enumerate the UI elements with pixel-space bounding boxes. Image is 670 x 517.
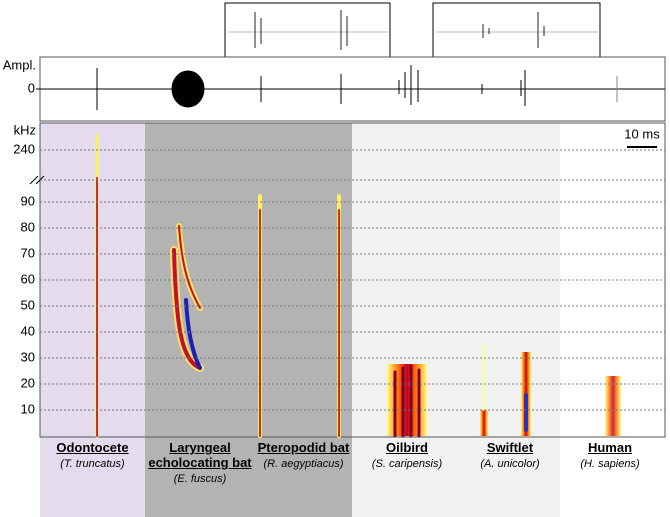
amplitude-label: Ampl. xyxy=(3,57,36,72)
spectrogram xyxy=(95,133,621,438)
y-tick-label: 70 xyxy=(21,245,35,260)
waveform xyxy=(40,65,665,110)
label-5: Human (H. sapiens) xyxy=(565,440,655,472)
y-tick-label: 90 xyxy=(21,193,35,208)
y-tick-label: 30 xyxy=(21,349,35,364)
y-tick-label: 240 xyxy=(13,141,35,156)
y-tick-label: 50 xyxy=(21,297,35,312)
label-0: Odontocete (T. truncatus) xyxy=(40,440,145,472)
species-name: Oilbird xyxy=(386,440,428,455)
scale-bar-label: 10 ms xyxy=(624,126,660,141)
scientific-name: (A. unicolor) xyxy=(480,458,540,470)
y-axis-label: kHz xyxy=(14,122,36,137)
y-tick-label: 60 xyxy=(21,271,35,286)
y-tick-label: 20 xyxy=(21,375,35,390)
scientific-name: (H. sapiens) xyxy=(580,458,640,470)
species-name: Odontocete xyxy=(56,440,129,455)
species-name: Human xyxy=(587,440,633,455)
backgrounds xyxy=(40,123,560,517)
label-3: Oilbird (S. caripensis) xyxy=(362,440,452,472)
label-4: Swiftlet (A. unicolor) xyxy=(460,440,560,472)
species-name: Pteropodid bat xyxy=(257,440,350,455)
label-1: Laryngeal echolocating bat (E. fuscus) xyxy=(145,440,255,487)
scientific-name: (R. aegyptiacus) xyxy=(263,458,344,470)
species-name: Swiftlet xyxy=(486,440,534,455)
species-name: Laryngeal echolocating bat xyxy=(148,440,252,470)
y-tick-label: 10 xyxy=(21,401,35,416)
label-2: Pteropodid bat (R. aegyptiacus) xyxy=(255,440,352,472)
scientific-name: (S. caripensis) xyxy=(371,458,443,470)
scientific-name: (E. fuscus) xyxy=(173,473,227,485)
scientific-name: (T. truncatus) xyxy=(60,458,125,470)
y-tick-label: 40 xyxy=(21,323,35,338)
y-tick-label: 80 xyxy=(21,219,35,234)
amplitude-tick-label: 0 xyxy=(28,80,35,95)
